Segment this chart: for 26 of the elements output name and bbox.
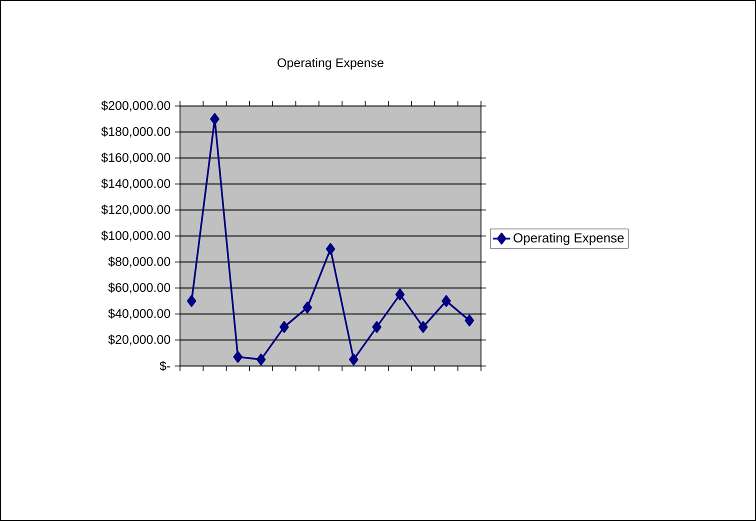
y-tick-label: $60,000.00 [108,282,170,294]
y-tick-label: $40,000.00 [108,308,170,320]
point [418,321,428,333]
point [372,321,382,333]
point [442,295,451,307]
y-tick-label: $200,000.00 [101,100,170,112]
y-tick-label: $100,000.00 [101,230,170,242]
y-tick-label: $180,000.00 [101,126,170,138]
point [186,295,196,307]
point [210,113,220,125]
y-tick-label: $120,000.00 [101,204,170,216]
point [280,321,289,333]
chart-title: Operating Expense [278,58,384,70]
y-tick-label: $80,000.00 [108,256,170,268]
y-tick-label: $- [160,360,170,372]
point [302,302,312,314]
point [326,243,336,255]
point [349,354,358,366]
point [256,354,266,366]
legend-label: Operating Expense [514,232,624,246]
point [233,351,243,363]
point [464,314,474,326]
point [395,288,405,300]
y-tick-label: $160,000.00 [101,152,170,164]
y-tick-label: $140,000.00 [101,178,170,190]
y-tick-label: $20,000.00 [108,334,170,346]
